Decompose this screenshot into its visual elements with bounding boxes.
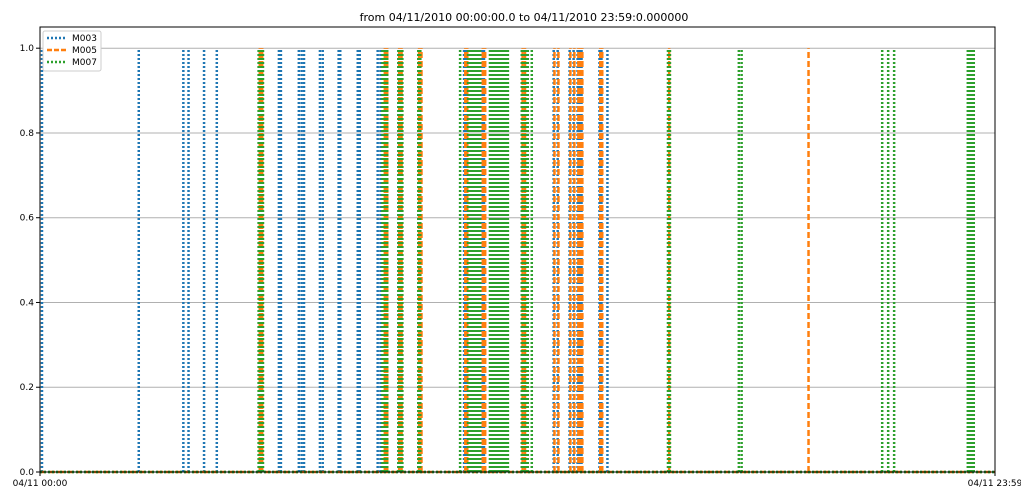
y-tick-label-4: 0.8 [20, 129, 35, 139]
x-axis: 04/11 00:00 04/11 23:59 [13, 472, 1021, 487]
x-tick-label-end: 04/11 23:59 [968, 479, 1021, 487]
chart-title: from 04/11/2010 00:00:00.0 to 04/11/2010… [360, 11, 689, 24]
legend-label-m005: M005 [72, 46, 97, 56]
plot-frame [39, 26, 996, 473]
y-tick-label-0: 0.0 [20, 468, 35, 478]
y-tick-label-1: 0.2 [20, 383, 34, 393]
legend-box [42, 30, 102, 72]
series-m007 [40, 48, 995, 474]
series-layer [40, 48, 995, 474]
y-tick-label-5: 1.0 [20, 44, 35, 54]
y-tick-label-3: 0.6 [20, 214, 35, 224]
x-tick-label-start: 04/11 00:00 [13, 479, 68, 487]
legend-label-m003: M003 [72, 34, 97, 44]
legend: M003 M005 M007 [42, 30, 102, 72]
legend-label-m007: M007 [72, 58, 97, 68]
y-axis: 0.0 0.2 0.4 0.6 0.8 1.0 [20, 44, 40, 478]
y-tick-label-2: 0.4 [20, 298, 35, 308]
